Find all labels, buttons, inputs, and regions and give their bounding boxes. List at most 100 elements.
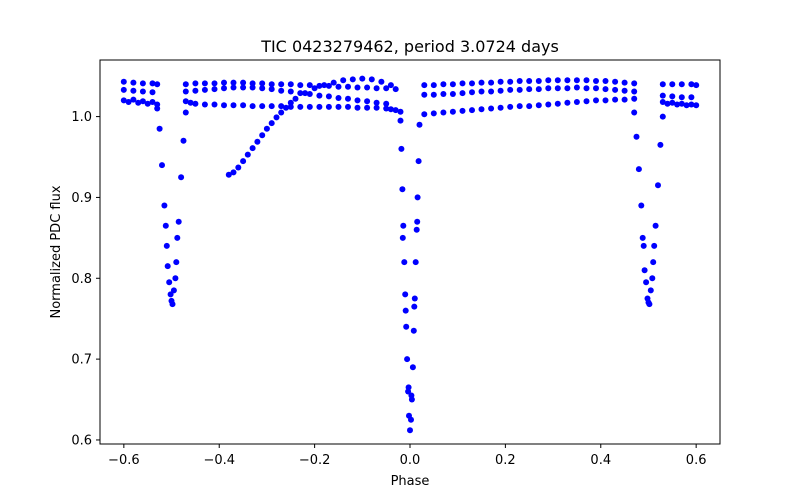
data-point-secondary-eclipse-right-8 — [650, 259, 657, 266]
data-point-flux-middle-band-18 — [316, 92, 323, 99]
data-point-secondary-eclipse-right-13 — [639, 234, 646, 241]
data-point-primary-eclipse-21 — [399, 234, 406, 241]
data-point-flux-rising-arc-8 — [263, 125, 270, 132]
data-point-secondary-eclipse-left-18 — [174, 234, 181, 241]
data-point-flux-middle-band-30 — [459, 90, 466, 97]
data-point-primary-eclipse-19 — [415, 158, 422, 165]
data-point-flux-upper-band-18 — [306, 82, 313, 89]
data-point-secondary-eclipse-right-17 — [649, 275, 656, 282]
data-point-flux-lower-band-58 — [664, 100, 671, 107]
data-point-flux-middle-band-14 — [278, 87, 285, 94]
data-point-flux-upper-band-45 — [583, 77, 590, 84]
data-point-secondary-eclipse-left-9 — [175, 218, 182, 225]
data-point-flux-upper-band-37 — [507, 78, 514, 85]
data-point-flux-lower-band-29 — [373, 104, 380, 111]
data-point-flux-lower-band-35 — [430, 110, 437, 117]
data-point-flux-rising-arc-18 — [330, 79, 337, 86]
data-point-flux-lower-band-60 — [674, 101, 681, 108]
data-point-flux-rising-arc-14 — [292, 95, 299, 102]
data-point-flux-middle-band-21 — [345, 95, 351, 102]
x-tick-label: 0.4 — [590, 453, 611, 468]
data-point-primary-eclipse-2 — [399, 186, 406, 193]
data-point-flux-upper-band-38 — [516, 78, 523, 84]
data-point-flux-middle-band-16 — [297, 90, 304, 97]
data-point-flux-middle-band-2 — [139, 88, 146, 95]
data-point-flux-lower-band-14 — [230, 102, 237, 109]
data-point-flux-upper-band-13 — [259, 80, 266, 87]
data-point-flux-upper-band-40 — [535, 78, 542, 84]
data-point-primary-eclipse-13 — [409, 364, 416, 371]
data-point-flux-middle-band-37 — [526, 86, 533, 93]
data-point-flux-middle-band-11 — [249, 84, 256, 91]
data-point-flux-middle-band-27 — [430, 91, 437, 98]
data-point-secondary-eclipse-right-0 — [631, 109, 638, 116]
data-point-flux-middle-band-40 — [554, 85, 561, 92]
data-point-flux-upper-band-24 — [364, 84, 371, 91]
data-point-flux-upper-band-5 — [182, 81, 189, 88]
data-point-primary-eclipse-20 — [416, 121, 423, 128]
data-point-flux-middle-band-48 — [631, 88, 638, 95]
data-point-secondary-eclipse-right-14 — [641, 267, 648, 274]
data-point-primary-eclipse-15 — [411, 295, 418, 302]
data-point-flux-upper-band-47 — [602, 78, 609, 84]
data-point-flux-lower-band-36 — [440, 109, 447, 116]
data-point-flux-middle-band-41 — [564, 85, 571, 92]
data-point-flux-lower-band-8 — [182, 98, 189, 105]
data-point-flux-lower-band-38 — [459, 107, 466, 114]
data-point-flux-upper-band-32 — [459, 80, 466, 87]
data-point-flux-rising-arc-17 — [321, 82, 328, 89]
data-point-secondary-eclipse-left-5 — [166, 279, 173, 286]
data-point-flux-upper-band-20 — [325, 82, 332, 89]
data-point-flux-lower-band-50 — [573, 99, 580, 105]
data-point-flux-lower-band-1 — [125, 99, 132, 105]
data-point-secondary-eclipse-left-0 — [154, 105, 161, 112]
data-point-flux-lower-band-39 — [469, 107, 475, 114]
data-point-flux-lower-band-42 — [497, 104, 504, 111]
data-point-flux-middle-band-24 — [373, 99, 380, 106]
data-point-flux-middle-band-49 — [659, 92, 666, 99]
data-point-primary-eclipse-24 — [408, 392, 415, 399]
data-point-secondary-eclipse-right-9 — [652, 222, 659, 229]
data-point-flux-lower-band-27 — [354, 104, 361, 111]
data-point-flux-lower-band-15 — [240, 102, 247, 109]
data-point-flux-lower-band-31 — [387, 106, 394, 113]
data-point-primary-eclipse-14 — [410, 327, 417, 334]
data-point-flux-rising-arc-9 — [268, 120, 275, 127]
data-point-flux-lower-band-54 — [612, 96, 619, 103]
x-tick-label: 0.2 — [495, 453, 516, 468]
data-point-secondary-eclipse-right-16 — [646, 301, 653, 308]
data-point-flux-lower-band-9 — [187, 99, 194, 106]
data-point-flux-rising-arc-5 — [249, 145, 256, 152]
data-point-secondary-eclipse-right-4 — [640, 242, 647, 249]
data-point-flux-rising-arc-2 — [235, 164, 242, 171]
data-point-flux-lower-band-63 — [688, 101, 695, 108]
data-point-secondary-eclipse-left-12 — [182, 109, 189, 116]
data-point-flux-upper-band-21 — [335, 83, 342, 90]
data-point-flux-lower-band-30 — [383, 105, 390, 112]
data-point-primary-eclipse-16 — [412, 259, 419, 266]
data-point-flux-upper-band-26 — [383, 85, 390, 92]
data-point-flux-middle-band-50 — [669, 93, 676, 100]
data-point-primary-eclipse-10 — [407, 427, 413, 434]
data-point-flux-middle-band-5 — [192, 87, 199, 94]
data-point-flux-middle-band-6 — [201, 86, 208, 93]
data-point-flux-lower-band-24 — [325, 103, 332, 110]
data-point-flux-middle-band-52 — [688, 94, 695, 101]
data-point-flux-rising-arc-20 — [349, 76, 356, 83]
data-point-flux-rising-arc-0 — [225, 171, 232, 178]
data-point-secondary-eclipse-left-7 — [170, 287, 177, 294]
data-point-flux-upper-band-31 — [449, 81, 456, 88]
data-point-flux-lower-band-17 — [259, 103, 266, 110]
data-point-flux-lower-band-22 — [306, 103, 313, 110]
data-point-flux-upper-band-12 — [249, 80, 256, 87]
data-point-secondary-eclipse-left-3 — [161, 202, 168, 209]
data-point-flux-lower-band-2 — [130, 96, 137, 103]
data-point-secondary-eclipse-left-10 — [178, 174, 185, 181]
data-point-flux-rising-arc-21 — [359, 75, 366, 82]
data-point-flux-rising-arc-15 — [302, 90, 309, 97]
data-point-secondary-eclipse-right-5 — [643, 279, 650, 286]
data-point-flux-lower-band-19 — [278, 103, 285, 110]
data-point-secondary-eclipse-left-15 — [167, 291, 174, 298]
data-point-secondary-eclipse-right-15 — [644, 295, 651, 302]
